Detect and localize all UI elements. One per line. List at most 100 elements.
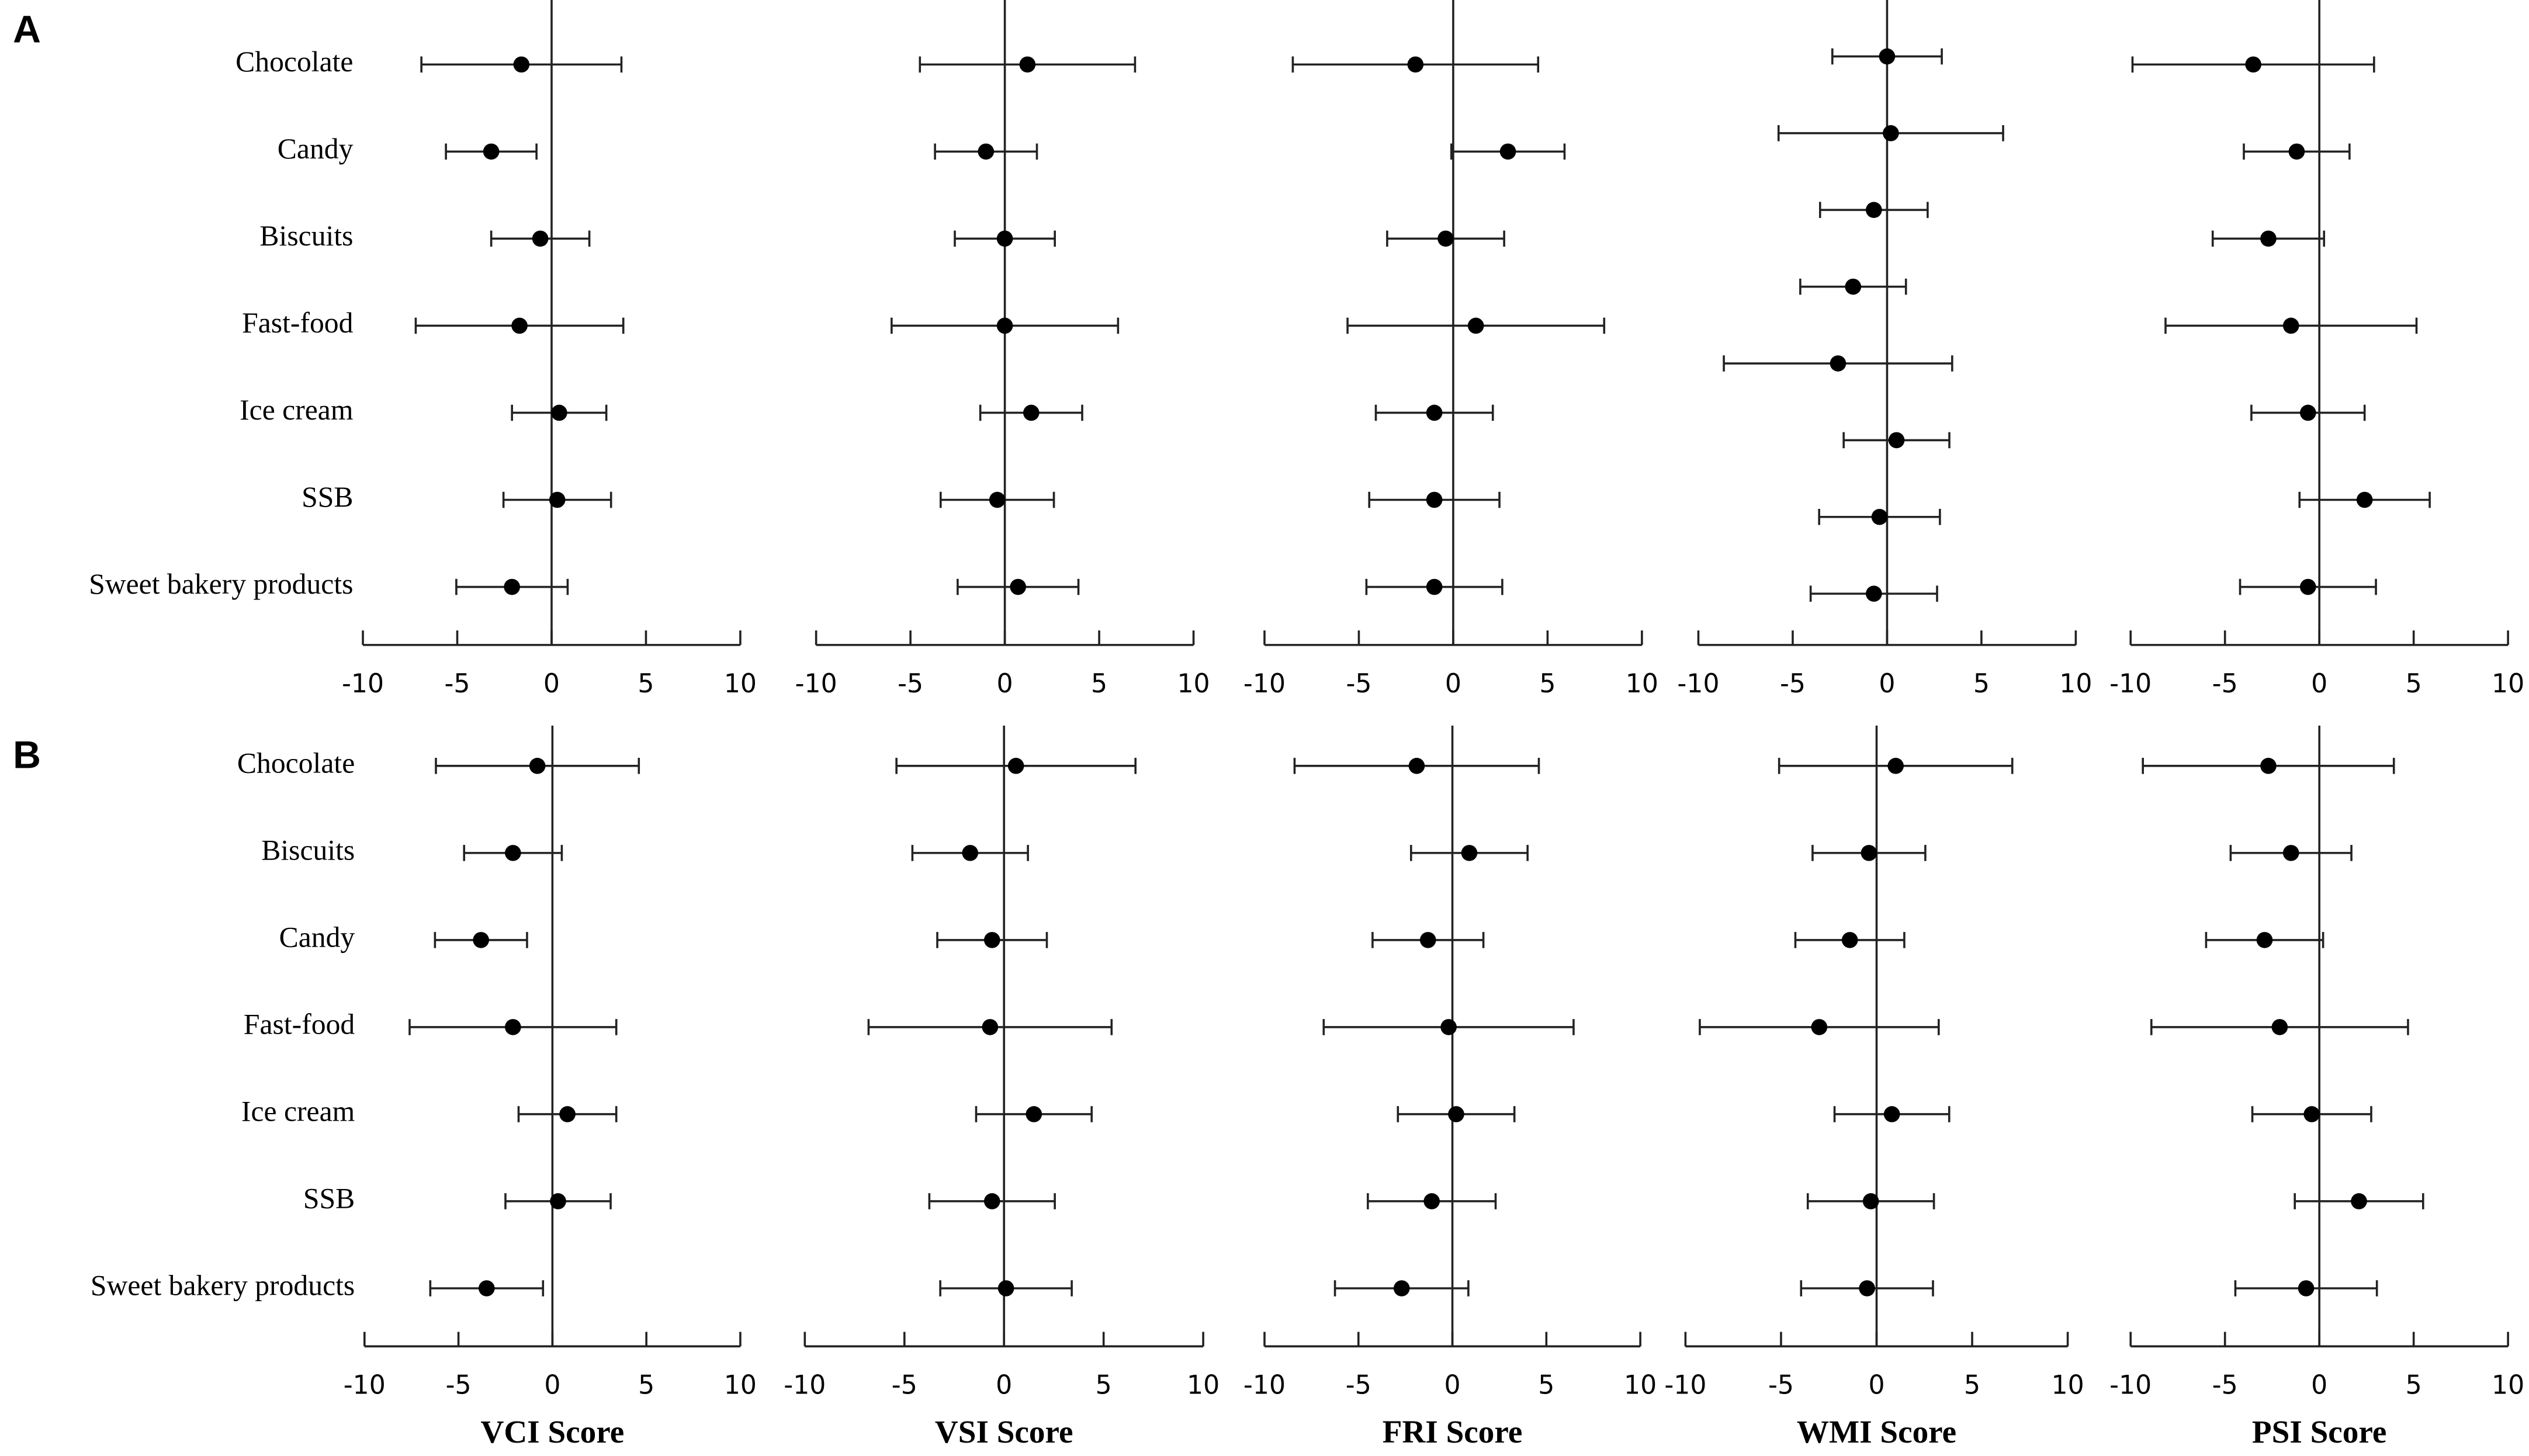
point <box>529 758 546 774</box>
x-tick-label: 10 <box>1626 669 1658 699</box>
x-axis-label: VCI Score <box>480 1414 624 1450</box>
category-label: Candy <box>279 921 355 953</box>
point <box>1866 585 1882 602</box>
point <box>2282 845 2299 861</box>
x-tick-label: 10 <box>2492 669 2524 699</box>
point <box>2298 1280 2315 1296</box>
category-label: Ice cream <box>240 394 353 426</box>
x-tick-label: -10 <box>2109 1370 2152 1400</box>
point <box>2282 317 2299 334</box>
point <box>1861 845 1877 861</box>
point <box>550 1193 566 1209</box>
x-tick-label: 10 <box>724 669 757 699</box>
x-tick-label: -5 <box>446 1370 472 1400</box>
point <box>997 1280 1014 1296</box>
point <box>1010 578 1027 595</box>
x-tick-label: 0 <box>2311 1370 2327 1400</box>
x-axis-label: PSI Score <box>2252 1414 2386 1450</box>
x-axis-label: WMI Score <box>1797 1414 1956 1450</box>
point <box>1499 143 1516 160</box>
point <box>483 143 500 160</box>
point <box>2260 230 2277 247</box>
point <box>2303 1106 2320 1122</box>
x-tick-label: 0 <box>997 669 1013 699</box>
point <box>2260 758 2277 774</box>
point <box>1871 508 1888 525</box>
point <box>505 1019 521 1035</box>
x-tick-label: -10 <box>1664 1370 1706 1400</box>
x-tick-label: 5 <box>1538 1370 1554 1400</box>
x-tick-label: 5 <box>1964 1370 1980 1400</box>
category-label: Fast-food <box>244 1008 355 1040</box>
x-tick-label: -5 <box>1780 669 1806 699</box>
point <box>551 404 567 421</box>
x-tick-label: 0 <box>996 1370 1012 1400</box>
point <box>1426 491 1443 508</box>
point <box>982 1019 999 1035</box>
x-tick-label: -5 <box>1346 669 1371 699</box>
point <box>1862 1193 1879 1209</box>
point <box>983 932 1000 948</box>
x-tick-label: 5 <box>1091 669 1107 699</box>
point <box>504 578 520 595</box>
point <box>473 932 489 948</box>
category-label: Sweet bakery products <box>89 568 353 600</box>
point <box>1407 56 1424 73</box>
point <box>1448 1106 1464 1122</box>
x-tick-label: 5 <box>1096 1370 1112 1400</box>
point <box>2351 1193 2367 1209</box>
point <box>1419 932 1436 948</box>
x-tick-label: 0 <box>2311 669 2327 699</box>
x-tick-label: 10 <box>2051 1370 2084 1400</box>
point <box>1437 230 1454 247</box>
point <box>1440 1019 1457 1035</box>
x-tick-label: 0 <box>543 669 560 699</box>
category-label: Chocolate <box>237 747 355 779</box>
point <box>511 317 528 334</box>
x-tick-label: -5 <box>2212 1370 2238 1400</box>
point <box>1811 1019 1828 1035</box>
category-label: Sweet bakery products <box>91 1269 355 1301</box>
point <box>1883 1106 1900 1122</box>
x-tick-label: 0 <box>1868 1370 1884 1400</box>
x-tick-label: 5 <box>1539 669 1555 699</box>
point <box>2245 56 2261 73</box>
point <box>479 1280 495 1296</box>
point <box>559 1106 576 1122</box>
point <box>513 56 530 73</box>
panel-label: A <box>13 8 41 51</box>
x-tick-label: 5 <box>2406 669 2422 699</box>
point <box>1408 758 1425 774</box>
x-tick-label: 10 <box>724 1370 757 1400</box>
point <box>1883 125 1899 141</box>
point <box>2288 143 2305 160</box>
x-tick-label: 10 <box>1177 669 1210 699</box>
x-tick-label: -10 <box>784 1370 826 1400</box>
x-tick-label: -5 <box>1768 1370 1794 1400</box>
point <box>2299 404 2316 421</box>
x-tick-label: -5 <box>898 669 923 699</box>
category-label: Chocolate <box>235 46 353 78</box>
point <box>962 845 979 861</box>
point <box>1467 317 1484 334</box>
x-tick-label: 5 <box>2406 1370 2422 1400</box>
point <box>996 317 1013 334</box>
point <box>1841 932 1858 948</box>
point <box>1423 1193 1440 1209</box>
category-label: Ice cream <box>241 1095 355 1127</box>
point <box>989 491 1006 508</box>
x-tick-label: -10 <box>342 669 384 699</box>
x-tick-label: -10 <box>1677 669 1719 699</box>
point <box>1023 404 1040 421</box>
x-tick-label: 5 <box>638 1370 654 1400</box>
x-tick-label: 10 <box>1624 1370 1657 1400</box>
point <box>983 1193 1000 1209</box>
category-label: SSB <box>303 1182 355 1214</box>
point <box>2356 491 2373 508</box>
point <box>532 230 549 247</box>
point <box>978 143 995 160</box>
x-tick-label: 0 <box>1445 669 1461 699</box>
point <box>2271 1019 2288 1035</box>
x-tick-label: 0 <box>1879 669 1895 699</box>
